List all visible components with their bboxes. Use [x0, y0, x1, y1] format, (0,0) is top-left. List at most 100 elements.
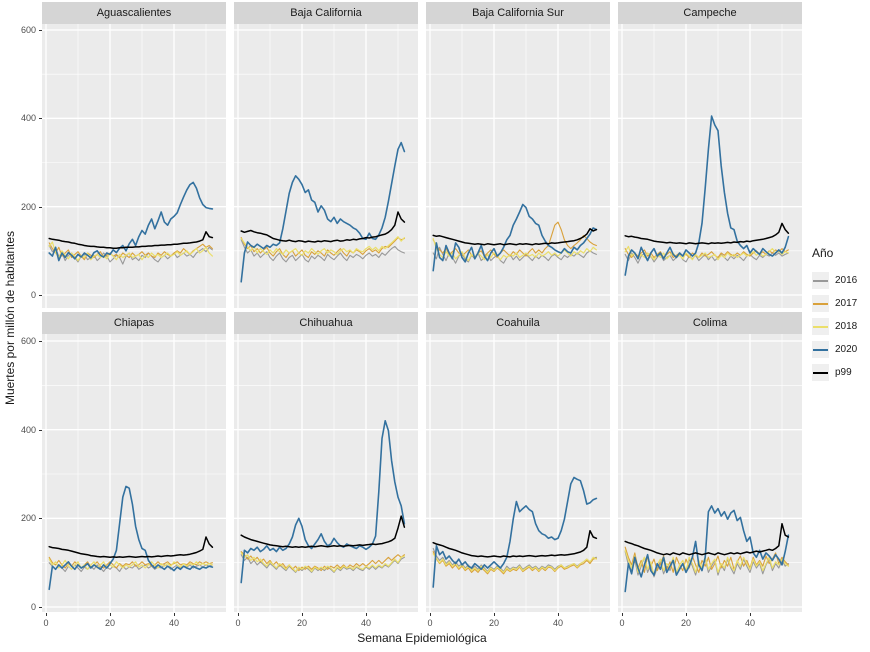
x-tick-mark — [174, 613, 175, 616]
facet-strip-chiapas: Chiapas — [42, 312, 226, 334]
y-tick-label: 200 — [20, 513, 36, 524]
x-axis-title: Semana Epidemiológica — [357, 631, 487, 645]
legend-label-2016: 2016 — [835, 275, 858, 286]
legend-item-2016: 2016 — [812, 269, 870, 292]
y-tick-mark — [39, 518, 42, 520]
x-tick-mark — [622, 613, 623, 616]
y-tick-label: 400 — [20, 113, 36, 124]
x-tick-label: 40 — [552, 618, 563, 628]
x-tick-mark — [238, 613, 239, 616]
legend-title: Año — [812, 246, 834, 260]
line-2018-colima — [624, 549, 789, 576]
x-tick-mark — [558, 613, 559, 616]
legend-label-p99: p99 — [835, 367, 852, 378]
x-tick-label: 0 — [43, 618, 49, 628]
legend-label-2020: 2020 — [835, 344, 858, 355]
facet-strip-baja-california: Baja California — [234, 2, 418, 24]
line-p99-baja-california — [240, 211, 406, 243]
line-2020-colima — [624, 505, 790, 593]
x-tick-label: 40 — [360, 618, 371, 628]
y-tick-label: 400 — [20, 424, 36, 435]
x-tick-mark — [302, 613, 303, 616]
line-2016-aguascalientes — [48, 244, 213, 265]
x-tick-label: 20 — [104, 618, 115, 628]
x-tick-label: 0 — [235, 618, 241, 628]
y-tick-mark — [39, 295, 42, 296]
legend-item-p99: p99 — [812, 361, 870, 384]
facet-strip-baja-california-sur: Baja California Sur — [426, 2, 610, 24]
facet-strip-colima: Colima — [618, 312, 802, 334]
line-p99-aguascalientes — [48, 231, 214, 249]
legend-key-2020 — [812, 341, 829, 358]
legend-item-2018: 2018 — [812, 315, 870, 338]
panel-aguascalientes — [42, 24, 226, 308]
x-tick-label: 40 — [168, 618, 179, 628]
panel-campeche — [618, 24, 802, 308]
line-2016-baja-california — [240, 239, 405, 263]
line-2020-campeche — [624, 115, 790, 276]
line-2017-coahuila — [432, 551, 597, 575]
legend-key-2017 — [812, 295, 829, 312]
panel-coahuila — [426, 334, 610, 612]
x-tick-mark — [430, 613, 431, 616]
line-2016-campeche — [624, 252, 789, 264]
legend-key-line-2017 — [813, 302, 828, 305]
line-2020-baja-california — [240, 141, 406, 283]
y-tick-mark — [39, 341, 42, 342]
line-p99-chiapas — [48, 536, 214, 559]
x-tick-label: 20 — [488, 618, 499, 628]
panel-colima — [618, 334, 802, 612]
facet-strip-campeche: Campeche — [618, 2, 802, 24]
line-2020-chiapas — [48, 485, 214, 591]
y-axis-title: Muertes por millón de habitantes — [3, 230, 17, 406]
line-2018-aguascalientes — [48, 241, 213, 262]
line-2020-coahuila — [432, 476, 598, 588]
y-tick-label: 200 — [20, 201, 36, 212]
y-tick-mark — [39, 607, 42, 608]
legend-item-2020: 2020 — [812, 338, 870, 361]
line-2018-coahuila — [432, 553, 597, 573]
y-tick-mark — [39, 118, 42, 120]
facet-strip-chihuahua: Chihuahua — [234, 312, 418, 334]
y-tick-label: 600 — [20, 336, 36, 346]
line-p99-chihuahua — [240, 515, 406, 548]
legend-key-line-2018 — [813, 325, 828, 328]
legend-item-2017: 2017 — [812, 292, 870, 315]
x-tick-label: 40 — [744, 618, 755, 628]
line-2018-baja-california — [240, 236, 405, 256]
line-p99-colima — [624, 522, 790, 556]
line-2020-baja-california-sur — [432, 203, 598, 272]
x-tick-mark — [494, 613, 495, 616]
line-p99-coahuila — [432, 529, 598, 558]
y-tick-mark — [39, 30, 42, 31]
x-tick-mark — [46, 613, 47, 616]
line-2018-campeche — [624, 245, 789, 261]
legend-label-2018: 2018 — [835, 321, 858, 332]
line-2017-baja-california — [240, 237, 405, 259]
line-2020-chihuahua — [240, 420, 406, 584]
facet-strip-coahuila: Coahuila — [426, 312, 610, 334]
x-tick-label: 0 — [427, 618, 433, 628]
x-tick-label: 0 — [619, 618, 625, 628]
legend-label-2017: 2017 — [835, 298, 858, 309]
legend-key-2018 — [812, 318, 829, 335]
y-tick-mark — [39, 206, 42, 208]
legend-items: 2016 2017 2018 2020 p99 — [812, 269, 870, 384]
panel-chihuahua — [234, 334, 418, 612]
y-tick-label: 0 — [30, 290, 36, 300]
x-tick-mark — [686, 613, 687, 616]
y-tick-label: 0 — [30, 602, 36, 612]
x-tick-label: 20 — [680, 618, 691, 628]
panel-chiapas — [42, 334, 226, 612]
y-tick-label: 600 — [20, 25, 36, 35]
legend: Año 2016 2017 2018 2020 p99 — [812, 246, 870, 384]
x-tick-mark — [110, 613, 111, 616]
line-2020-aguascalientes — [48, 181, 214, 262]
legend-key-line-2016 — [813, 279, 828, 282]
legend-key-line-p99 — [813, 371, 828, 374]
legend-key-p99 — [812, 364, 829, 381]
x-tick-mark — [366, 613, 367, 616]
legend-key-line-2020 — [813, 348, 828, 351]
line-2018-chihuahua — [240, 552, 405, 573]
